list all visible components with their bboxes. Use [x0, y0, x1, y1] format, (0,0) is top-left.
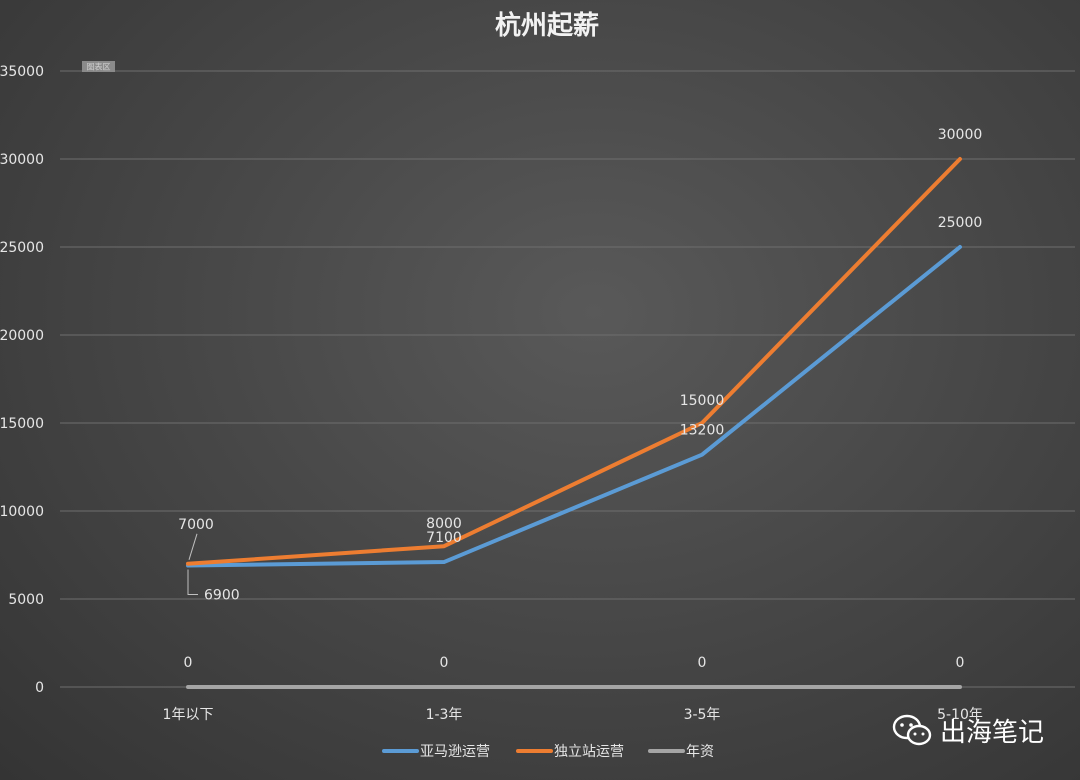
chart-title: 杭州起薪	[495, 10, 599, 41]
y-tick-label-35000: 35000	[0, 64, 44, 80]
y-tick-label-20000: 20000	[0, 328, 44, 344]
leader-line-0-0	[187, 569, 198, 596]
x-tick-label-3: 5-10年	[937, 707, 983, 723]
data-label-1-0: 7000	[178, 517, 214, 533]
leader-line-1-0	[188, 533, 198, 560]
plot-area-tag	[82, 61, 115, 72]
series-line-0	[186, 245, 962, 568]
watermark-text: 出海笔记	[939, 718, 1044, 748]
series-line-1	[186, 157, 962, 566]
y-tick-label-5000: 5000	[8, 592, 44, 608]
wechat-icon	[892, 714, 932, 745]
data-label-0-0: 6900	[204, 588, 240, 604]
data-label-0-3: 25000	[938, 215, 983, 231]
legend-label-1: 独立站运营	[554, 744, 624, 760]
watermark: 出海笔记	[892, 712, 1044, 749]
data-label-2-2: 0	[698, 655, 707, 671]
data-label-2-3: 0	[956, 655, 965, 671]
legend-label-0: 亚马逊运营	[420, 744, 490, 760]
data-label-1-1: 8000	[426, 516, 462, 532]
x-tick-label-2: 3-5年	[684, 707, 721, 723]
plot-area-tag-label: 图表区	[87, 62, 111, 72]
y-tick-label-30000: 30000	[0, 152, 44, 168]
data-label-2-1: 0	[440, 655, 449, 671]
y-tick-label-15000: 15000	[0, 416, 44, 432]
x-tick-label-1: 1-3年	[426, 707, 463, 723]
data-label-1-2: 15000	[680, 393, 725, 409]
data-label-0-1: 7100	[426, 530, 462, 546]
data-label-2-0: 0	[184, 655, 193, 671]
x-tick-label-0: 1年以下	[163, 707, 214, 723]
data-label-1-3: 30000	[938, 127, 983, 143]
y-tick-label-25000: 25000	[0, 240, 44, 256]
data-label-0-2: 13200	[680, 423, 725, 439]
y-tick-label-10000: 10000	[0, 504, 44, 520]
legend-label-2: 年资	[686, 744, 714, 760]
y-tick-label-0: 0	[35, 680, 44, 696]
